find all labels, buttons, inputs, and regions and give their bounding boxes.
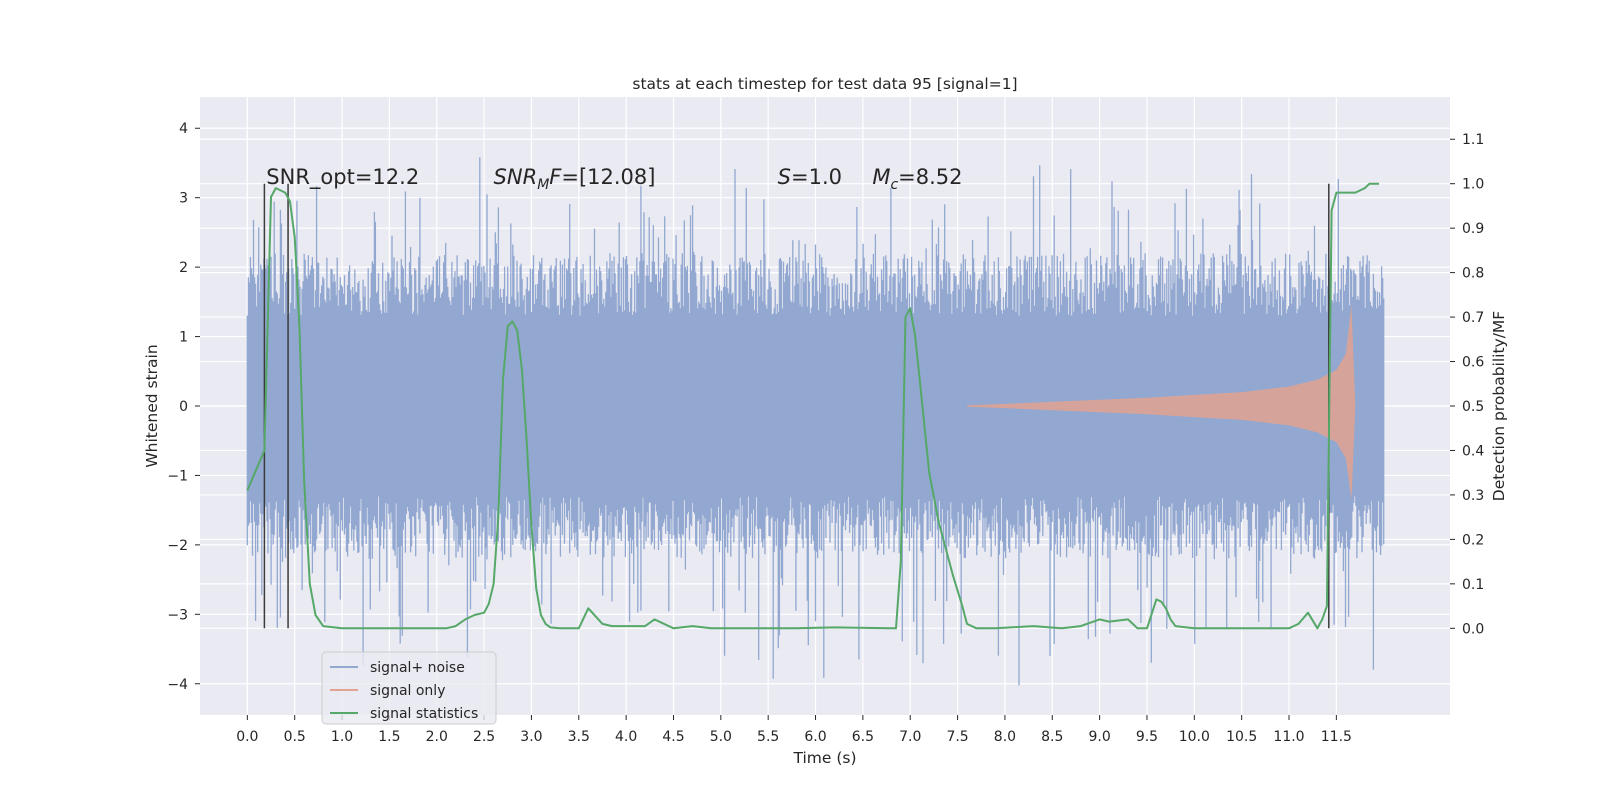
signal-statistics-line — [246, 182, 1379, 630]
y2-tick-label: 0.5 — [1462, 399, 1484, 415]
y-tick-label: −1 — [167, 468, 188, 484]
y-tick-label: 3 — [179, 191, 188, 207]
x-tick-label: 5.5 — [757, 729, 779, 745]
x-tick-label: 3.0 — [520, 729, 542, 745]
x-tick-label: 8.5 — [1041, 729, 1063, 745]
x-tick-label: 9.0 — [1088, 729, 1110, 745]
annotation: SNRMF=[12.08] — [494, 165, 656, 193]
x-tick-label: 1.5 — [378, 729, 400, 745]
x-tick-label: 7.5 — [946, 729, 968, 745]
y2-tick-label: 0.1 — [1462, 577, 1484, 593]
y2-tick-label: 0.9 — [1462, 221, 1484, 237]
x-tick-label: 10.5 — [1226, 729, 1257, 745]
chirp-envelope — [967, 305, 1356, 500]
legend-label: signal only — [370, 683, 445, 699]
x-tick-label: 7.0 — [899, 729, 921, 745]
x-tick-label: 0.0 — [236, 729, 258, 745]
x-tick-label: 6.5 — [852, 729, 874, 745]
x-tick-label: 11.0 — [1273, 729, 1304, 745]
x-tick-label: 4.0 — [615, 729, 637, 745]
annotation: Mc=8.52 — [872, 165, 962, 193]
y-tick-label: 0 — [179, 399, 188, 415]
x-tick-label: 6.0 — [804, 729, 826, 745]
annotation: SNR_opt=12.2 — [266, 165, 419, 190]
y2-tick-label: 1.1 — [1462, 132, 1484, 148]
signal-only-series — [967, 305, 1356, 500]
y2-tick-label: 1.0 — [1462, 177, 1484, 193]
legend: signal+ noise signal only signal statistic… — [321, 651, 497, 725]
x-tick-label: 2.5 — [473, 729, 495, 745]
x-axis-label: Time (s) — [792, 749, 856, 767]
y-tick-label: −2 — [167, 538, 188, 554]
signal-statistics-series — [246, 182, 1379, 630]
y2-tick-label: 0.6 — [1462, 355, 1484, 371]
annotations: SNR_opt=12.2 SNRMF=[12.08] S=1.0 Mc=8.52 — [266, 165, 962, 193]
annotation: S=1.0 — [778, 165, 842, 189]
legend-box — [321, 651, 497, 725]
x-tick-label: 10.0 — [1179, 729, 1210, 745]
x-tick-label: 9.5 — [1136, 729, 1158, 745]
y2-tick-label: 0.4 — [1462, 443, 1484, 459]
x-tick-label: 3.5 — [568, 729, 590, 745]
axes: 0.0 0.5 1.0 1.5 2.0 2.5 3.0 3.5 4.0 4.5 5.0 5.5 6.0 6… — [167, 121, 1484, 745]
x-tick-label: 5.0 — [710, 729, 732, 745]
legend-label: signal+ noise — [370, 660, 465, 676]
y2-axis-label: Detection probability/MF — [1490, 311, 1508, 502]
y-axis-label: Whitened strain — [143, 344, 161, 467]
y2-tick-label: 0.8 — [1462, 266, 1484, 282]
legend-label: signal statistics — [370, 706, 478, 722]
y-tick-label: 1 — [179, 330, 188, 346]
y2-tick-label: 0.7 — [1462, 310, 1484, 326]
x-tick-label: 11.5 — [1321, 729, 1352, 745]
x-tick-label: 2.0 — [426, 729, 448, 745]
chart-title: stats at each timestep for test data 95 … — [632, 75, 1017, 93]
x-tick-label: 8.0 — [994, 729, 1016, 745]
y-tick-label: −3 — [167, 607, 188, 623]
y2-tick-label: 0.2 — [1462, 532, 1484, 548]
x-tick-label: 1.0 — [331, 729, 353, 745]
y2-tick-label: 0.3 — [1462, 488, 1484, 504]
y-tick-label: 4 — [179, 121, 188, 137]
x-tick-label: 4.5 — [662, 729, 684, 745]
y-tick-label: −4 — [167, 677, 188, 693]
y2-tick-label: 0.0 — [1462, 621, 1484, 637]
x-tick-label: 0.5 — [284, 729, 306, 745]
y-tick-label: 2 — [179, 260, 188, 276]
